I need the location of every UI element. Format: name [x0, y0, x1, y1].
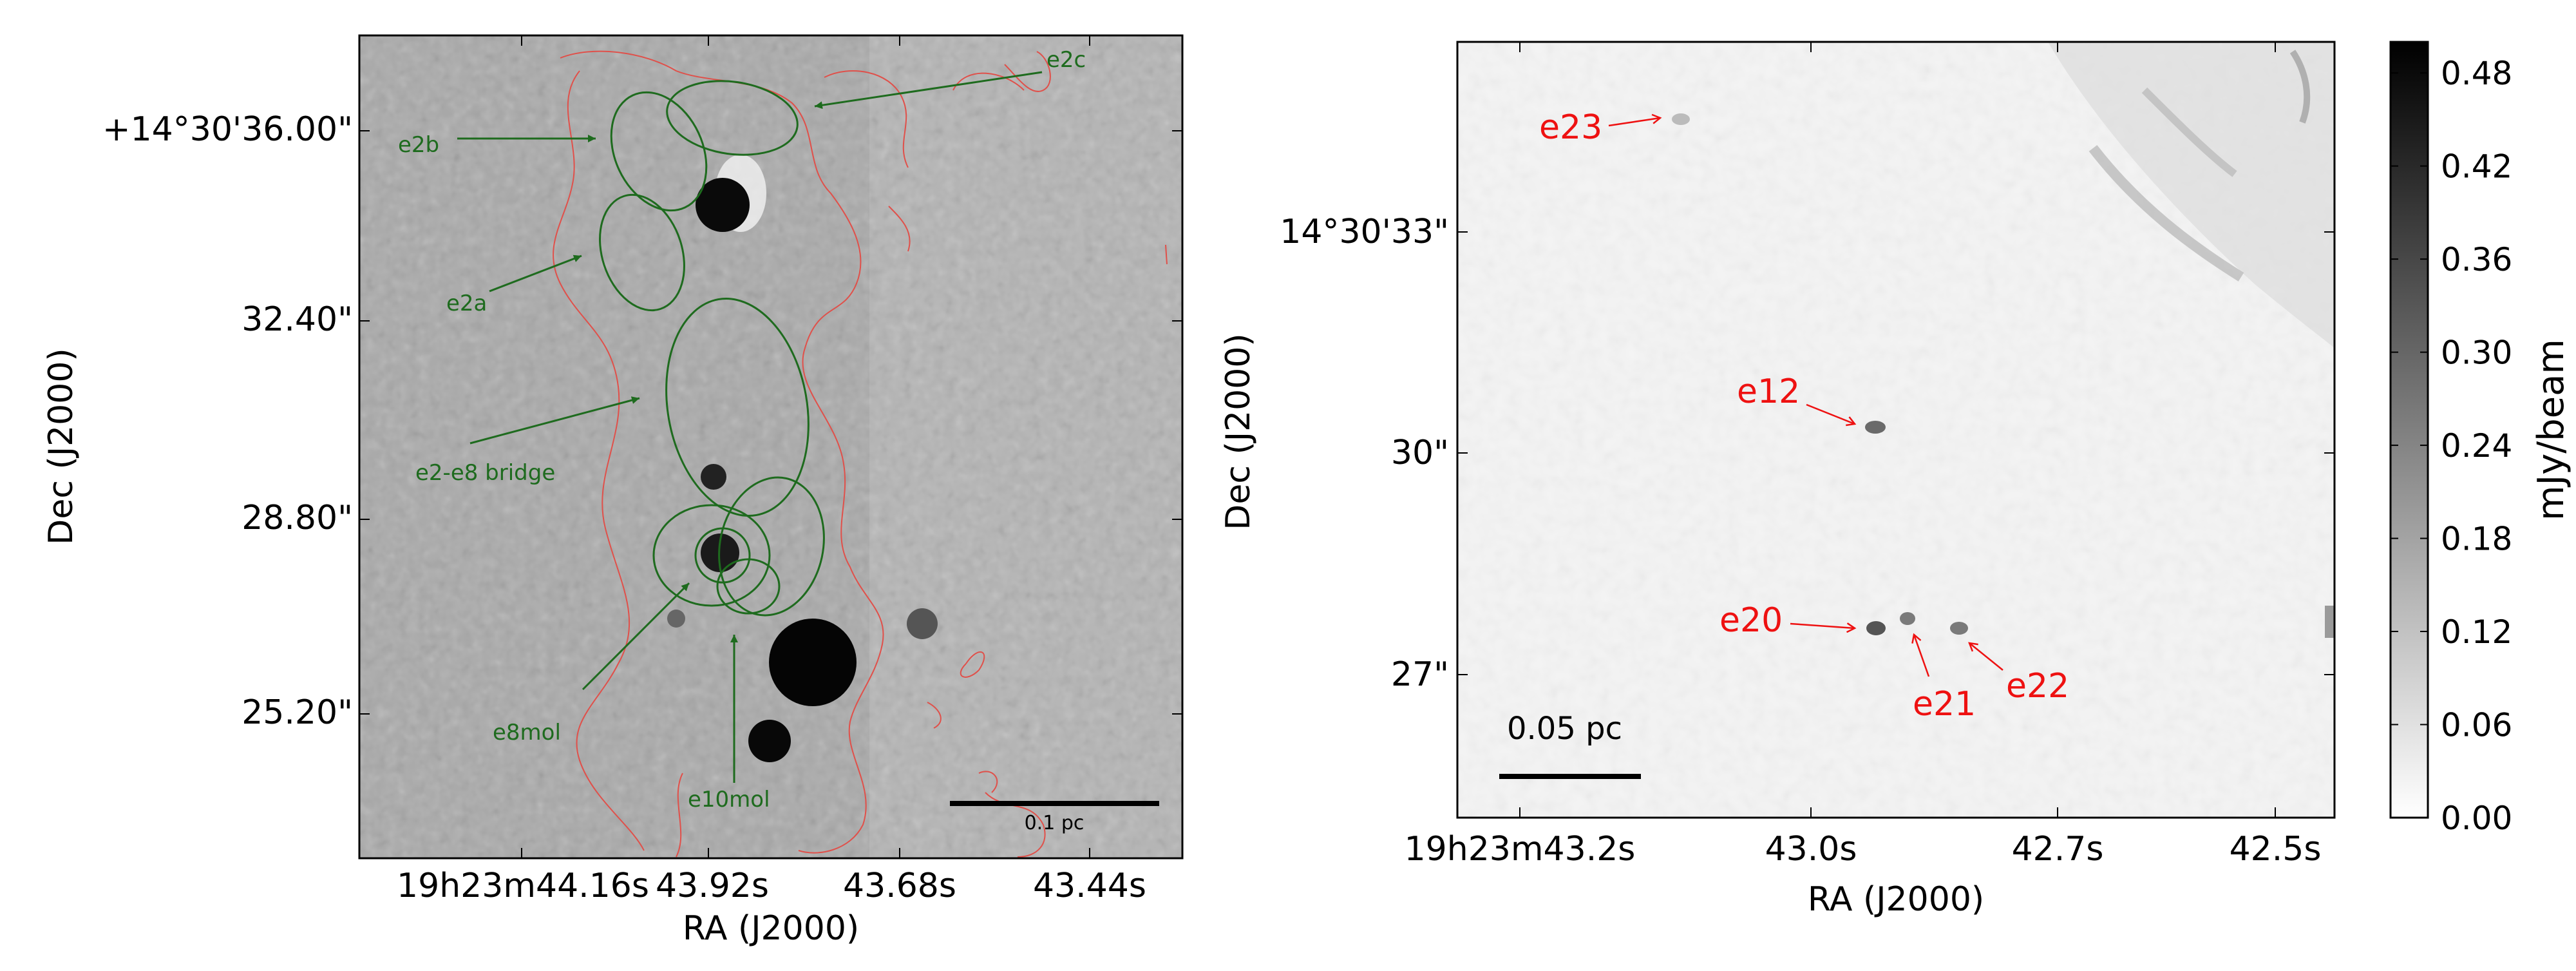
left-axes-frame [358, 34, 1184, 860]
colorbar-tick-label: 0.36 [2441, 241, 2512, 278]
colorbar-tick-label: 0.48 [2441, 55, 2512, 92]
right-ra-tick-0: 19h23m43.2s [1405, 830, 1636, 869]
left-ra-tick-2: 43.68s [843, 867, 956, 905]
left-panel: e2b e2c e2a e2-e8 bridge e8mol e10mol 0.… [42, 34, 1184, 948]
right-dec-tick-2: 27" [1391, 655, 1449, 694]
left-ra-tick-1: 43.92s [656, 867, 769, 905]
arrow-e23 [1608, 118, 1660, 127]
right-panel: e23 e12 e20 e21 e22 0.05 pc [1219, 41, 2336, 919]
left-dec-tick-3: 25.20" [242, 693, 353, 732]
right-annotations: e23 e12 e20 e21 e22 [1539, 108, 2069, 724]
left-dec-tick-0: +14°30'36.00" [102, 110, 353, 149]
right-ra-tick-labels: 19h23m43.2s 43.0s 42.7s 42.5s [1405, 830, 2322, 869]
left-dec-tick-1: 32.40" [242, 300, 353, 339]
label-e10mol: e10mol [688, 787, 770, 812]
left-ylabel: Dec (J2000) [42, 348, 80, 544]
right-dec-tick-0: 14°30'33" [1280, 213, 1449, 251]
right-xlabel: RA (J2000) [1808, 880, 1984, 919]
colorbar-tick-label: 0.06 [2441, 707, 2512, 744]
left-ra-tick-0: 19h23m44.16s [397, 867, 649, 905]
right-ylabel: Dec (J2000) [1219, 333, 1258, 530]
arrow-e20 [1790, 624, 1855, 628]
left-ra-tick-3: 43.44s [1033, 867, 1146, 905]
colorbar-tick-label: 0.24 [2441, 427, 2512, 465]
colorbar-gradient [2391, 42, 2428, 818]
label-e2c: e2c [1046, 47, 1086, 73]
right-ticks [1457, 42, 2334, 818]
arrow-bridge [469, 396, 640, 445]
label-e22: e22 [2006, 667, 2069, 706]
colorbar-tick-label: 0.30 [2441, 334, 2512, 372]
label-e20: e20 [1719, 601, 1783, 640]
region-ellipses [599, 80, 825, 617]
left-image: e2b e2c e2a e2-e8 bridge e8mol e10mol 0.… [359, 35, 1182, 858]
label-e2b: e2b [398, 132, 439, 158]
arrow-e2a [489, 255, 582, 293]
colorbar-tick-label: 0.12 [2441, 613, 2512, 651]
right-dec-tick-labels: 14°30'33" 30" 27" [1280, 213, 1449, 694]
arrow-e8mol [582, 582, 690, 691]
colorbar: 0.48 0.42 0.36 0.30 0.24 0.18 0.12 0.06 0.00 mJy… [2389, 41, 2572, 837]
arrow-e12 [1806, 403, 1855, 424]
label-e23: e23 [1539, 108, 1602, 147]
left-dec-tick-2: 28.80" [242, 499, 353, 537]
right-axes-frame [1456, 41, 2336, 819]
right-ra-tick-3: 42.5s [2230, 830, 2322, 869]
colorbar-ticks: 0.48 0.42 0.36 0.30 0.24 0.18 0.12 0.06 0.00 [2391, 55, 2512, 837]
scalebar-label-right: 0.05 pc [1507, 711, 1622, 747]
colorbar-tick-label: 0.00 [2441, 800, 2512, 837]
colorbar-label: mJy/beam [2530, 339, 2572, 521]
colorbar-tick-label: 0.18 [2441, 521, 2512, 558]
right-ra-tick-2: 42.7s [2012, 830, 2104, 869]
label-e21: e21 [1913, 685, 1976, 724]
right-ra-tick-1: 43.0s [1765, 830, 1857, 869]
left-dec-tick-labels: +14°30'36.00" 32.40" 28.80" 25.20" [102, 110, 353, 732]
colorbar-tick-label: 0.42 [2441, 148, 2512, 186]
label-bridge: e2-e8 bridge [415, 460, 555, 486]
label-e8mol: e8mol [493, 720, 561, 745]
arrow-e21 [1914, 635, 1930, 677]
scalebar-label: 0.1 pc [1025, 812, 1084, 834]
left-annotations: e2b e2c e2a e2-e8 bridge e8mol e10mol [398, 47, 1086, 812]
left-ra-tick-labels: 19h23m44.16s 43.92s 43.68s 43.44s [397, 867, 1146, 905]
right-dec-tick-1: 30" [1391, 434, 1449, 472]
label-e12: e12 [1737, 372, 1800, 411]
arrow-e2c [814, 71, 1043, 110]
colorbar-frame [2389, 41, 2429, 819]
left-xlabel: RA (J2000) [683, 909, 859, 948]
left-ticks [359, 35, 1182, 858]
right-image: e23 e12 e20 e21 e22 0.05 pc [1457, 42, 2334, 818]
arrow-e22 [1969, 643, 2003, 671]
label-e2a: e2a [446, 291, 487, 316]
